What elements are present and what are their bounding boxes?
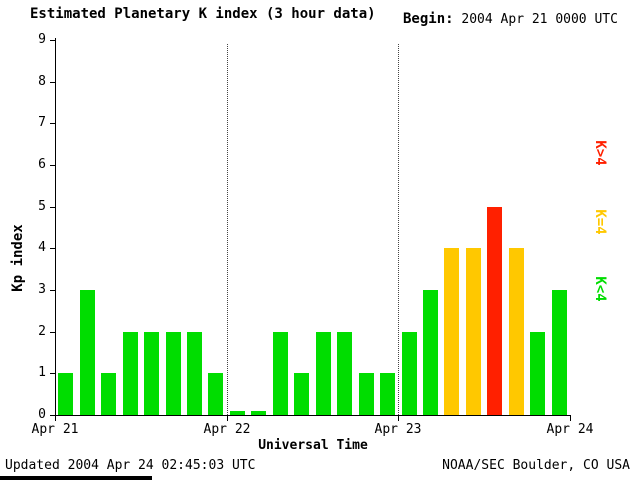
y-tick-label: 6 (38, 157, 46, 172)
y-tick-label: 0 (38, 407, 46, 422)
kp-bar (359, 373, 374, 415)
bottom-strip (0, 476, 152, 480)
day-boundary-gridline (398, 44, 399, 415)
kp-bar (530, 332, 545, 415)
x-axis-line (55, 415, 571, 416)
kp-bar (294, 373, 309, 415)
chart-title: Estimated Planetary K index (3 hour data… (30, 6, 376, 22)
y-tick-label: 3 (38, 282, 46, 297)
y-tick-label: 9 (38, 32, 46, 47)
x-tick-label: Apr 22 (203, 422, 251, 437)
x-tick (55, 416, 56, 421)
y-tick (50, 207, 55, 208)
y-tick (50, 290, 55, 291)
kp-bar (144, 332, 159, 415)
source-attribution: NOAA/SEC Boulder, CO USA (442, 458, 630, 473)
kp-bar (466, 248, 481, 415)
kp-bar (509, 248, 524, 415)
y-tick-label: 8 (38, 74, 46, 89)
legend-item-low: K<4 (592, 276, 608, 302)
y-tick (50, 248, 55, 249)
x-axis-label: Universal Time (258, 438, 368, 453)
y-tick-label: 1 (38, 365, 46, 380)
x-tick (570, 416, 571, 421)
kp-bar (208, 373, 223, 415)
kp-bar (187, 332, 202, 415)
begin-value: 2004 Apr 21 0000 UTC (453, 12, 618, 27)
y-tick (50, 332, 55, 333)
x-tick (227, 416, 228, 421)
kp-bar (380, 373, 395, 415)
begin-label: Begin: (403, 11, 454, 27)
y-tick-label: 4 (38, 240, 46, 255)
day-boundary-gridline (227, 44, 228, 415)
y-tick (50, 415, 55, 416)
kp-bar (273, 332, 288, 415)
y-tick-label: 5 (38, 199, 46, 214)
kp-bar (123, 332, 138, 415)
updated-timestamp: Updated 2004 Apr 24 02:45:03 UTC (5, 458, 256, 473)
kp-bar (80, 290, 95, 415)
begin-timestamp: Begin: 2004 Apr 21 0000 UTC (403, 11, 618, 27)
y-tick (50, 40, 55, 41)
kp-bar (251, 411, 266, 415)
kp-bar (444, 248, 459, 415)
y-tick (50, 373, 55, 374)
x-tick-label: Apr 24 (546, 422, 594, 437)
x-tick-label: Apr 23 (374, 422, 422, 437)
x-tick-label: Apr 21 (31, 422, 79, 437)
kp-bar (58, 373, 73, 415)
kp-bar (487, 207, 502, 415)
y-tick (50, 123, 55, 124)
y-axis-line (55, 38, 56, 416)
kp-bar (423, 290, 438, 415)
legend-item-mid: K=4 (592, 209, 608, 235)
kp-bar (552, 290, 567, 415)
kp-bar (316, 332, 331, 415)
x-tick (398, 416, 399, 421)
kp-bar (402, 332, 417, 415)
legend-item-high: K>4 (592, 140, 608, 166)
y-tick (50, 82, 55, 83)
kp-bar (337, 332, 352, 415)
kp-bar (101, 373, 116, 415)
y-tick (50, 165, 55, 166)
y-tick-label: 7 (38, 115, 46, 130)
kp-bar (230, 411, 245, 415)
kp-bar (166, 332, 181, 415)
y-tick-label: 2 (38, 324, 46, 339)
